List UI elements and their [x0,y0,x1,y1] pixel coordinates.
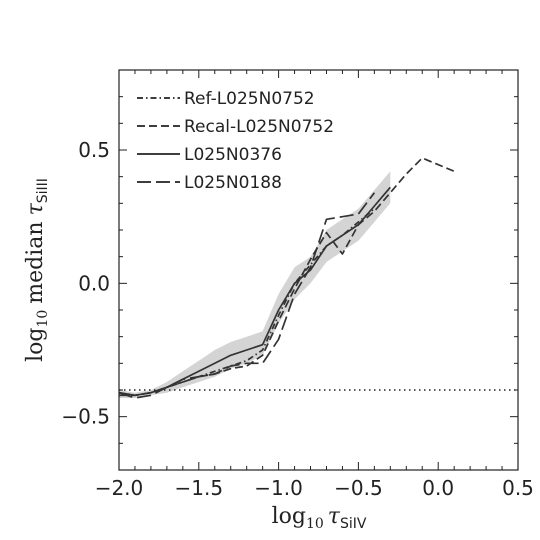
x-tick-label: −1.0 [254,476,303,500]
y-axis-label-symbol: τ [23,202,48,215]
x-axis-label-symbol: τ [328,504,341,529]
y-axis-label: log10 median τSiIII [23,178,51,362]
x-axis-label: log10 τSiIV [272,504,367,532]
series-line-2 [119,157,455,397]
plot-frame [118,69,519,471]
y-tick-label: 0.0 [78,271,110,295]
legend-label-4: L025N0188 [184,173,282,193]
x-axis-label-log: log [272,504,306,529]
x-tick-label: −2.0 [95,476,144,500]
legend: Ref-L025N0752 Recal-L025N0752 L025N0376 L02… [137,89,334,193]
x-axis-label-sub: 10 [306,516,324,532]
x-tick-label: 0.0 [422,476,454,500]
tick-labels: −2.0 −1.5 −1.0 −0.5 0.0 0.5 −0.5 0.0 0.5 [61,138,533,500]
axis-ticks [118,69,519,471]
y-tick-label: −0.5 [61,405,110,429]
x-tick-label: 0.5 [502,476,534,500]
series-line-4 [118,192,376,399]
x-axis-label-ion: SiIV [340,516,367,532]
legend-label-1: Ref-L025N0752 [184,89,315,109]
y-axis-label-log: log [23,328,48,362]
y-tick-label: 0.5 [78,138,110,162]
x-tick-label: −1.5 [175,476,224,500]
series-lines [118,157,455,399]
y-axis-label-median: median [23,221,48,303]
y-axis-label-sub: 10 [35,310,51,328]
confidence-band [119,171,391,398]
scatter-band [119,171,391,398]
legend-label-2: Recal-L025N0752 [184,117,334,137]
y-axis-label-ion: SiIII [35,178,51,203]
legend-label-3: L025N0376 [184,145,282,165]
x-tick-label: −0.5 [334,476,383,500]
